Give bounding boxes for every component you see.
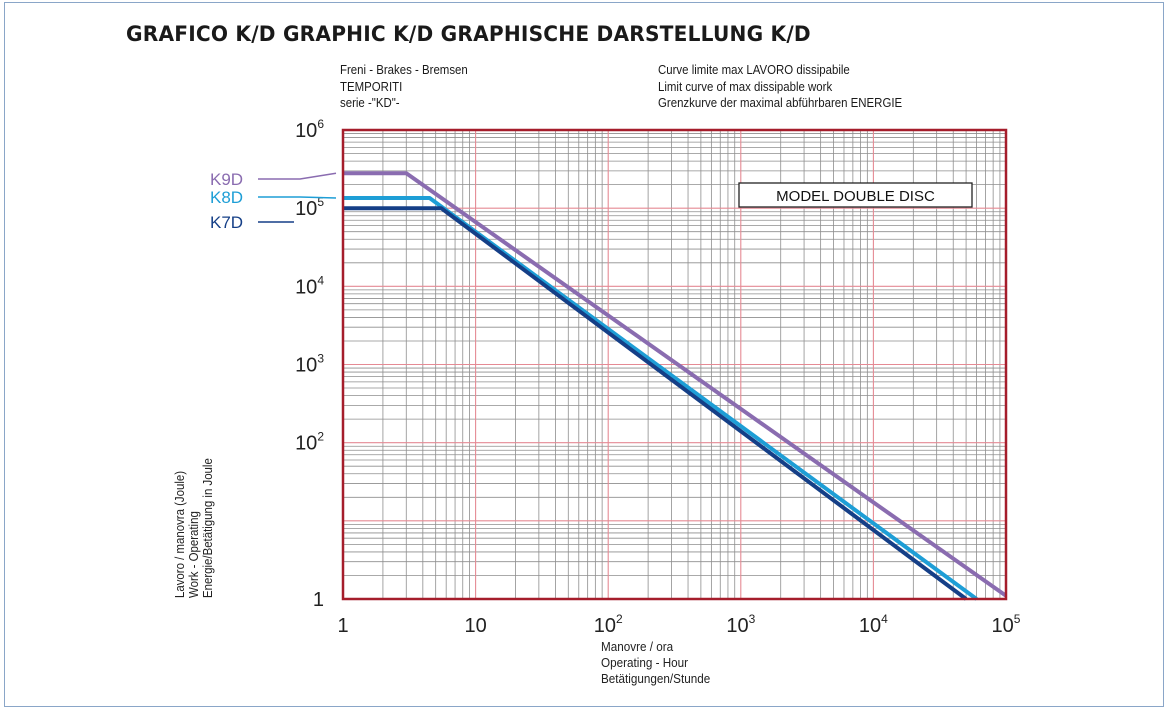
annotation-box: MODEL DOUBLE DISC bbox=[738, 182, 973, 208]
leader-line bbox=[258, 172, 337, 180]
curve-note: Curve limite max LAVORO dissipabile Limi… bbox=[658, 62, 902, 112]
x-tick-label: 103 bbox=[726, 612, 755, 637]
series-note-line: serie -"KD"- bbox=[340, 95, 400, 110]
series-line-k8d bbox=[343, 196, 978, 601]
y-tick-label: 105 bbox=[295, 195, 324, 220]
plot-border bbox=[341, 128, 1008, 601]
series-note: Freni - Brakes - Bremsen TEMPORITI serie… bbox=[340, 62, 468, 112]
y-axis-label-line: Energie/Betätigung in Joule bbox=[200, 458, 215, 598]
x-axis-label-line: Operating - Hour bbox=[601, 655, 688, 670]
y-tick-label: 1 bbox=[313, 589, 324, 611]
figure-frame bbox=[4, 2, 1164, 707]
y-tick-label: 106 bbox=[295, 117, 324, 142]
series-label-k8d: K8D bbox=[210, 188, 243, 207]
x-tick-label: 1 bbox=[337, 615, 348, 637]
x-axis-label-line: Betätigungen/Stunde bbox=[601, 671, 710, 686]
series-note-line: TEMPORITI bbox=[340, 78, 403, 94]
x-tick-labels: 1 10 102 103 104 105 bbox=[337, 612, 1020, 637]
y-tick-label: 102 bbox=[295, 430, 324, 455]
series-line-k7d bbox=[343, 206, 968, 601]
series-label-k7d: K7D bbox=[210, 213, 243, 232]
chart-title: GRAFICO K/D GRAPHIC K/D GRAPHISCHE DARST… bbox=[126, 22, 811, 46]
y-axis-label-line: Work - Operating bbox=[186, 511, 201, 598]
leader-line bbox=[258, 196, 337, 199]
curve-note-line: Limit curve of max dissipable work bbox=[658, 78, 833, 94]
x-axis-label-line: Manovre / ora bbox=[601, 639, 673, 654]
x-tick-label: 104 bbox=[859, 612, 888, 637]
curve-note-line: Curve limite max LAVORO dissipabile bbox=[658, 62, 850, 77]
y-tick-label: 103 bbox=[295, 352, 324, 377]
y-axis-label: Lavoro / manovra (Joule) Work - Operating… bbox=[172, 458, 215, 598]
annotation-frame bbox=[738, 182, 973, 208]
series-lines bbox=[343, 171, 1008, 601]
annotation-text: MODEL DOUBLE DISC bbox=[776, 188, 935, 205]
series-note-line: Freni - Brakes - Bremsen bbox=[340, 62, 468, 77]
x-tick-label: 10 bbox=[464, 615, 486, 637]
series-line-k9d bbox=[343, 171, 1008, 598]
series-label-k9d: K9D bbox=[210, 170, 243, 189]
y-tick-label: 104 bbox=[295, 273, 324, 298]
x-tick-label: 105 bbox=[992, 612, 1021, 637]
y-axis-label-line: Lavoro / manovra (Joule) bbox=[172, 471, 187, 598]
y-tick-labels: 1 102 103 104 105 106 bbox=[295, 117, 324, 611]
x-tick-label: 102 bbox=[594, 612, 623, 637]
curve-note-line: Grenzkurve der maximal abführbaren ENERG… bbox=[658, 95, 903, 110]
